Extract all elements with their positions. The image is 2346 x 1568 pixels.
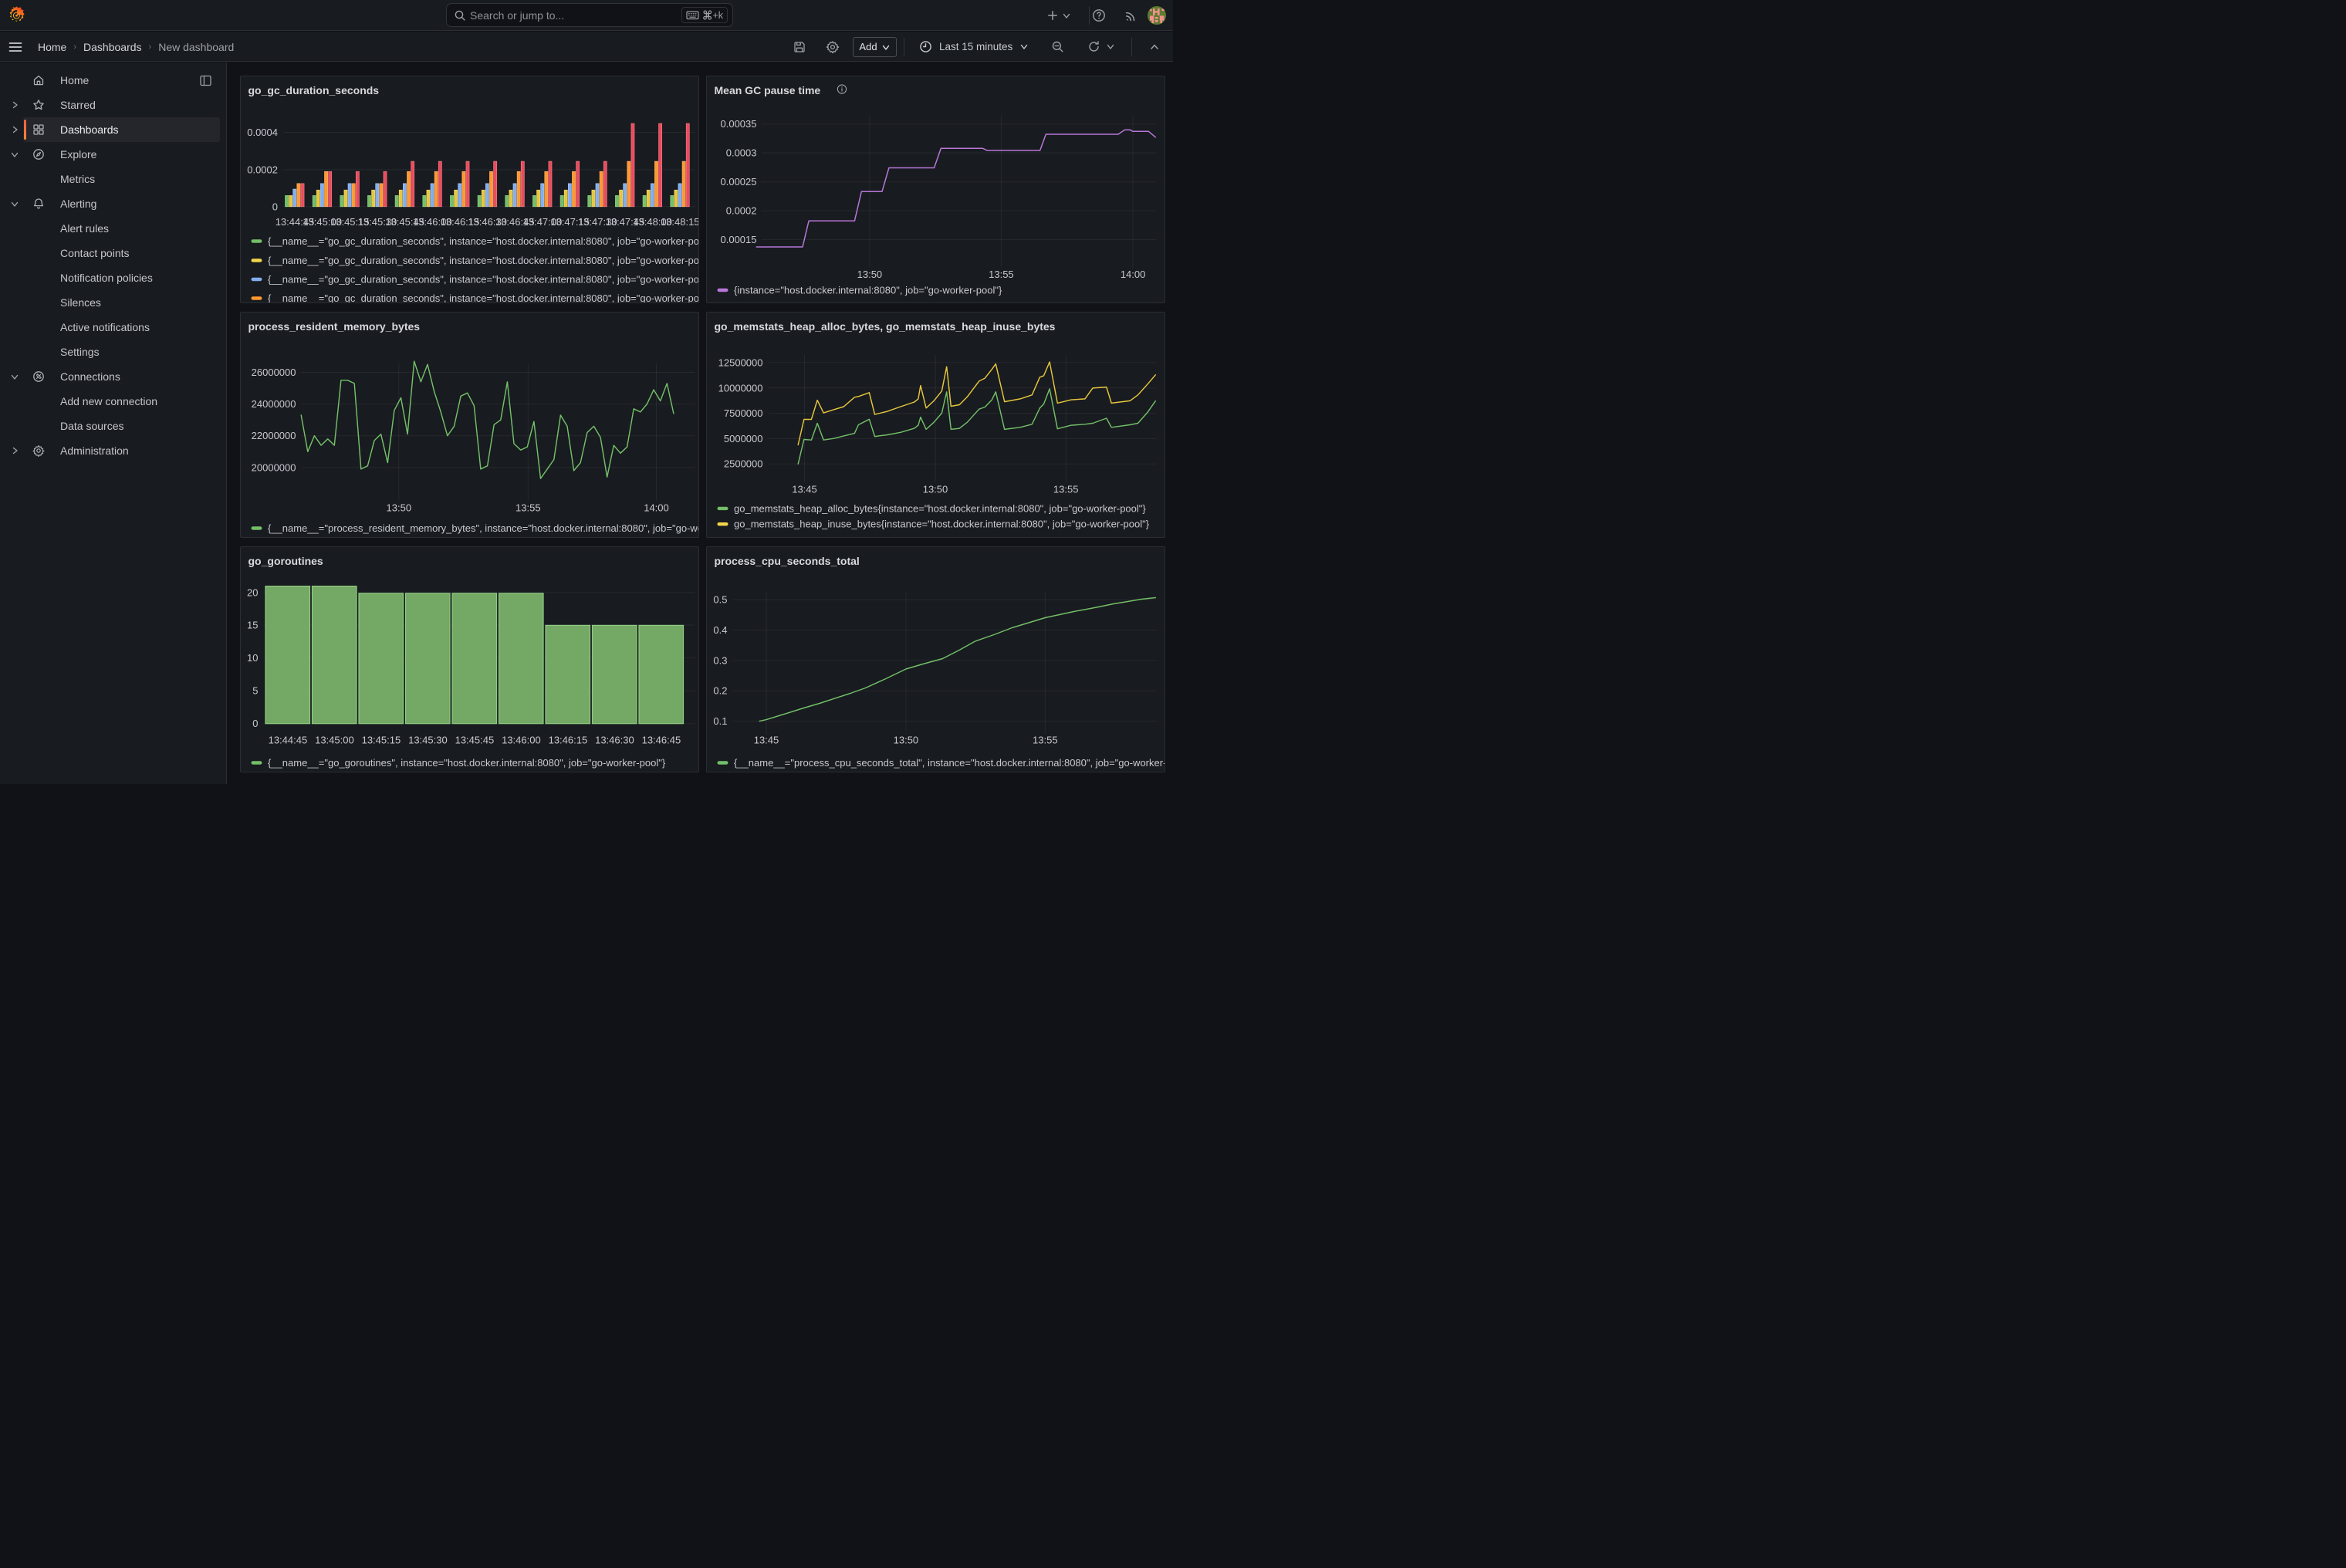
svg-text:13:55: 13:55 [1033,734,1058,745]
svg-text:Mean GC pause time: Mean GC pause time [714,84,820,96]
svg-text:13:47:00: 13:47:00 [522,216,562,228]
svg-text:go_memstats_heap_inuse_bytes{i: go_memstats_heap_inuse_bytes{instance="h… [734,519,1150,530]
svg-text:13:45:15: 13:45:15 [361,734,401,745]
svg-text:13:45:30: 13:45:30 [357,216,397,228]
svg-text:0.0002: 0.0002 [725,204,756,216]
svg-text:{__name__="go_gc_duration_seco: {__name__="go_gc_duration_seconds", inst… [268,235,699,247]
svg-text:13:46:30: 13:46:30 [468,216,507,228]
svg-text:0.0003: 0.0003 [725,147,756,158]
svg-text:13:48:15: 13:48:15 [660,216,698,228]
svg-text:14:00: 14:00 [1120,269,1145,280]
svg-text:{__name__="go_gc_duration_seco: {__name__="go_gc_duration_seconds", inst… [268,292,699,303]
svg-text:0.00015: 0.00015 [720,233,756,245]
svg-text:13:46:45: 13:46:45 [641,734,681,745]
svg-text:0.0002: 0.0002 [247,164,278,175]
svg-text:13:45:00: 13:45:00 [315,734,354,745]
svg-text:5: 5 [252,684,258,696]
svg-text:{__name__="process_cpu_seconds: {__name__="process_cpu_seconds_total", i… [734,757,1165,769]
svg-text:15: 15 [247,619,258,630]
svg-text:5000000: 5000000 [723,433,762,444]
svg-text:13:45: 13:45 [792,484,817,495]
svg-text:7500000: 7500000 [723,407,762,419]
svg-text:0.2: 0.2 [713,684,727,696]
svg-text:14:00: 14:00 [644,502,669,514]
svg-text:13:50: 13:50 [922,484,948,495]
svg-text:go_goroutines: go_goroutines [248,555,323,567]
svg-text:13:50: 13:50 [893,734,918,745]
svg-text:2500000: 2500000 [723,458,762,470]
svg-text:13:44:45: 13:44:45 [275,216,314,228]
svg-text:13:46:15: 13:46:15 [440,216,479,228]
svg-text:0.00035: 0.00035 [720,118,756,130]
svg-text:13:50: 13:50 [386,502,411,514]
svg-text:13:45:15: 13:45:15 [330,216,370,228]
svg-text:0.00025: 0.00025 [720,176,756,188]
svg-text:13:50: 13:50 [857,269,882,280]
svg-text:20000000: 20000000 [251,461,296,473]
svg-text:13:45:30: 13:45:30 [408,734,448,745]
svg-text:13:47:30: 13:47:30 [577,216,617,228]
svg-text:26000000: 26000000 [251,367,296,378]
svg-text:10: 10 [247,652,258,664]
svg-text:0.1: 0.1 [713,715,727,727]
svg-text:13:45:00: 13:45:00 [303,216,342,228]
svg-text:{instance="host.docker.interna: {instance="host.docker.internal:8080", j… [734,284,1002,296]
svg-text:0.4: 0.4 [713,624,727,636]
svg-text:24000000: 24000000 [251,398,296,410]
svg-text:13:46:00: 13:46:00 [412,216,451,228]
svg-text:go_gc_duration_seconds: go_gc_duration_seconds [248,84,379,96]
svg-text:13:55: 13:55 [1053,484,1078,495]
svg-text:{__name__="go_goroutines", ins: {__name__="go_goroutines", instance="hos… [268,757,666,769]
svg-text:22000000: 22000000 [251,430,296,441]
svg-text:0.5: 0.5 [713,593,727,605]
svg-text:{__name__="go_gc_duration_seco: {__name__="go_gc_duration_seconds", inst… [268,255,699,266]
svg-text:13:46:15: 13:46:15 [548,734,587,745]
svg-text:13:55: 13:55 [516,502,541,514]
svg-text:12500000: 12500000 [718,357,762,368]
svg-text:13:46:45: 13:46:45 [495,216,534,228]
svg-text:13:45: 13:45 [753,734,779,745]
svg-text:13:46:30: 13:46:30 [595,734,634,745]
svg-text:{__name__="process_resident_me: {__name__="process_resident_memory_bytes… [268,522,699,534]
svg-text:process_resident_memory_bytes: process_resident_memory_bytes [248,320,420,333]
svg-text:13:45:45: 13:45:45 [385,216,424,228]
svg-text:13:55: 13:55 [989,269,1014,280]
svg-text:13:47:15: 13:47:15 [550,216,590,228]
svg-text:13:48:00: 13:48:00 [633,216,672,228]
svg-text:{__name__="go_gc_duration_seco: {__name__="go_gc_duration_seconds", inst… [268,273,699,285]
svg-text:0: 0 [252,718,258,729]
svg-text:go_memstats_heap_alloc_bytes,: go_memstats_heap_alloc_bytes, go_memstat… [714,320,1055,333]
svg-text:13:46:00: 13:46:00 [502,734,541,745]
svg-text:13:45:45: 13:45:45 [455,734,494,745]
svg-text:process_cpu_seconds_total: process_cpu_seconds_total [714,555,859,567]
svg-text:go_memstats_heap_alloc_bytes{i: go_memstats_heap_alloc_bytes{instance="h… [734,502,1146,514]
svg-text:10000000: 10000000 [718,382,762,394]
svg-text:0.0004: 0.0004 [247,127,278,138]
svg-text:0: 0 [272,201,277,212]
svg-text:0.3: 0.3 [713,654,727,666]
svg-text:20: 20 [247,586,258,598]
svg-text:13:44:45: 13:44:45 [268,734,307,745]
svg-text:13:47:45: 13:47:45 [605,216,644,228]
